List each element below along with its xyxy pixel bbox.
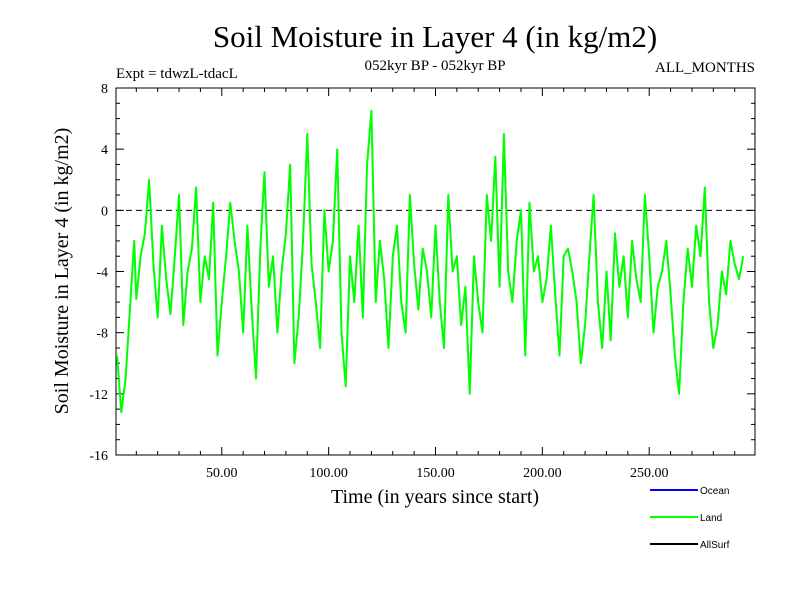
experiment-label: Expt = tdwzL-tdacL	[116, 66, 238, 82]
series-line-land	[116, 109, 745, 414]
legend: Ocean Land AllSurf	[650, 486, 730, 551]
chart-title: Soil Moisture in Layer 4 (in kg/m2)	[213, 19, 657, 54]
y-tick-label: -12	[89, 388, 108, 403]
axis-ticks	[116, 87, 755, 456]
legend-label-ocean: Ocean	[700, 486, 729, 497]
x-tick-label: 100.00	[309, 466, 348, 481]
x-tick-label: 150.00	[416, 466, 455, 481]
x-tick-label: 50.00	[206, 466, 238, 481]
x-tick-labels: 50.00 100.00 150.00 200.00 250.00	[206, 466, 668, 481]
y-tick-label: -16	[89, 449, 108, 464]
y-axis-label: Soil Moisture in Layer 4 (in kg/m2)	[51, 128, 73, 415]
y-tick-label: -8	[96, 327, 108, 342]
legend-label-allsurf: AllSurf	[700, 540, 730, 551]
y-tick-labels: -16 -12 -8 -4 0 4 8	[89, 82, 108, 464]
x-tick-label: 250.00	[630, 466, 669, 481]
series-layer	[116, 109, 745, 414]
y-tick-label: 4	[101, 143, 108, 158]
y-tick-label: 0	[101, 204, 108, 219]
legend-label-land: Land	[700, 513, 722, 524]
x-tick-label: 200.00	[523, 466, 562, 481]
months-label: ALL_MONTHS	[655, 60, 755, 76]
y-tick-label: 8	[101, 82, 108, 97]
x-axis-label: Time (in years since start)	[331, 486, 539, 508]
period-label: 052kyr BP - 052kyr BP	[364, 58, 505, 74]
y-tick-label: -4	[96, 266, 108, 281]
